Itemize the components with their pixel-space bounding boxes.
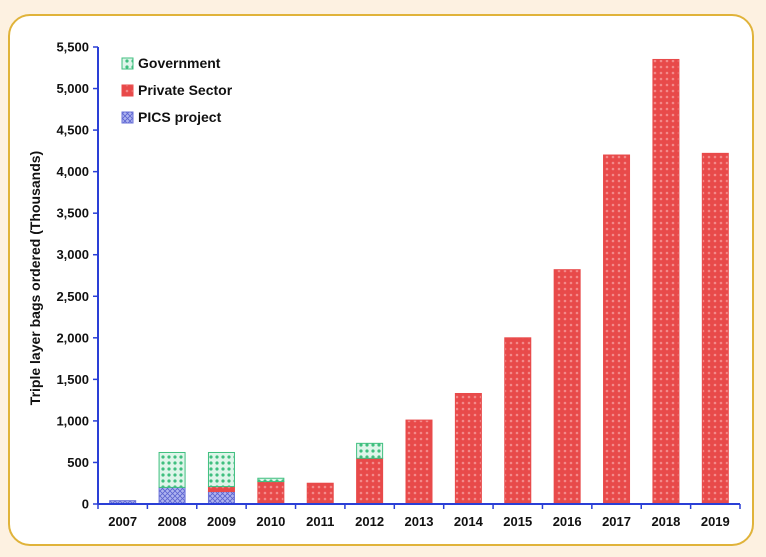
y-tick-label: 0	[82, 497, 89, 512]
x-tick-label: 2017	[602, 514, 631, 529]
x-axis: 2007 2008 2009 2010 2011 2012 2013 2014 2015 2016…	[97, 504, 741, 529]
legend: Government Private Sector PICS project	[121, 55, 233, 125]
y-tick-label: 4,500	[56, 123, 89, 138]
bar-private-sector-2018	[652, 58, 680, 505]
bar-government-2009	[207, 451, 235, 488]
x-tick-label: 2010	[256, 514, 285, 529]
x-tick-label: 2016	[553, 514, 582, 529]
chart-frame: Triple layer bags ordered (Thousands) 0 5…	[8, 14, 754, 546]
x-tick-label: 2015	[503, 514, 532, 529]
x-tick-label: 2014	[454, 514, 484, 529]
bar-chart: Triple layer bags ordered (Thousands) 0 5…	[27, 40, 741, 529]
bar-private-sector-2011	[306, 482, 334, 505]
y-axis: 0 500 1,000 1,500 2,000 2,500 3,000 3,500 4,000 4…	[56, 40, 98, 512]
bar-private-sector-2010	[257, 481, 285, 505]
bar-private-sector-2016	[553, 269, 581, 505]
y-tick-label: 2,000	[56, 330, 89, 345]
y-tick-label: 5,000	[56, 81, 89, 96]
y-tick-label: 4,000	[56, 164, 89, 179]
x-tick-label: 2012	[355, 514, 384, 529]
legend-label: Private Sector	[138, 82, 233, 98]
x-tick-label: 2019	[701, 514, 730, 529]
x-tick-label: 2018	[651, 514, 680, 529]
bar-pics-project-2009	[207, 491, 235, 505]
y-tick-label: 1,500	[56, 372, 89, 387]
bar-private-sector-2019	[701, 152, 729, 505]
y-axis-title: Triple layer bags ordered (Thousands)	[27, 151, 43, 405]
bar-government-2008	[158, 451, 186, 488]
bar-private-sector-2017	[603, 154, 631, 505]
bars-group	[109, 58, 729, 505]
legend-swatch-pics-project	[121, 111, 134, 124]
legend-swatch-government	[121, 57, 134, 70]
bar-private-sector-2013	[405, 419, 433, 505]
x-tick-label: 2013	[405, 514, 434, 529]
bar-private-sector-2009	[207, 486, 235, 493]
x-tick-label: 2011	[306, 514, 334, 529]
y-tick-label: 2,500	[56, 289, 89, 304]
y-tick-label: 3,500	[56, 206, 89, 221]
y-tick-label: 3,000	[56, 247, 89, 262]
bar-government-2010	[257, 477, 285, 483]
bar-pics-project-2008	[158, 486, 186, 505]
legend-label: PICS project	[138, 109, 222, 125]
y-tick-label: 5,500	[56, 40, 89, 55]
x-tick-label: 2008	[158, 514, 187, 529]
x-tick-label: 2009	[207, 514, 236, 529]
bar-government-2012	[356, 442, 384, 459]
bar-private-sector-2015	[504, 337, 532, 505]
bar-private-sector-2014	[454, 392, 482, 505]
y-tick-label: 500	[67, 455, 89, 470]
legend-label: Government	[138, 55, 221, 71]
x-tick-label: 2007	[108, 514, 137, 529]
bar-private-sector-2012	[356, 457, 384, 505]
y-tick-label: 1,000	[56, 413, 89, 428]
legend-swatch-private-sector	[121, 84, 134, 97]
